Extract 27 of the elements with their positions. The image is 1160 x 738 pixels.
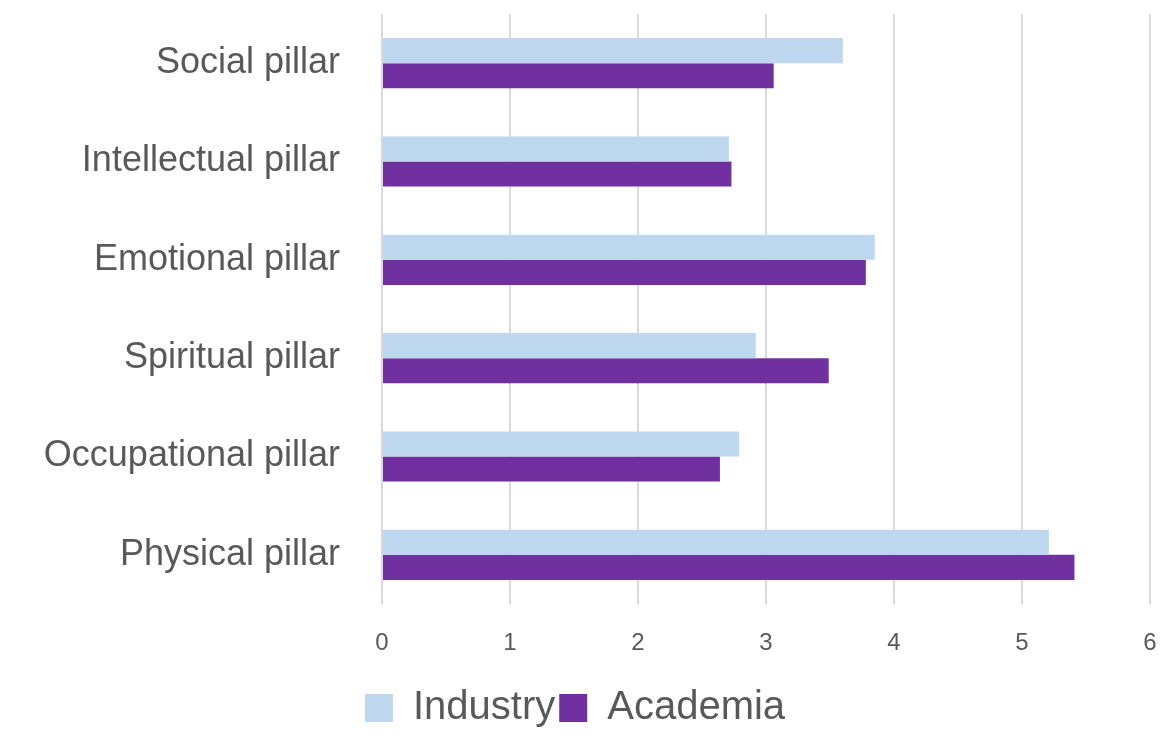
- y-tick-label: Spiritual pillar: [123, 335, 341, 377]
- x-tick-label: 5: [1015, 628, 1029, 656]
- x-tick-label: 1: [503, 628, 517, 656]
- x-tick-label: 2: [631, 628, 645, 656]
- bar: [383, 161, 732, 187]
- bar: [383, 38, 843, 64]
- y-tick-label: Physical pillar: [119, 531, 341, 573]
- y-tick-label: Intellectual pillar: [81, 138, 341, 180]
- y-tick-label: Occupational pillar: [43, 433, 341, 475]
- bar: [383, 529, 1049, 555]
- bar: [383, 136, 729, 162]
- bar: [383, 63, 774, 89]
- bar: [383, 333, 756, 359]
- x-tick-label: 0: [375, 628, 389, 656]
- legend-label: Academia: [607, 683, 786, 728]
- legend-label: Industry: [412, 683, 556, 728]
- bar: [383, 259, 866, 285]
- y-tick-label: Social pillar: [155, 40, 341, 82]
- bar: [383, 234, 875, 260]
- bar: [383, 358, 829, 384]
- bar: [383, 456, 720, 482]
- x-tick-label: 6: [1143, 628, 1157, 656]
- x-tick-label: 3: [759, 628, 773, 656]
- y-tick-label: Emotional pillar: [93, 236, 340, 278]
- bar: [383, 431, 740, 457]
- bar: [383, 554, 1075, 580]
- x-tick-label: 4: [887, 628, 901, 656]
